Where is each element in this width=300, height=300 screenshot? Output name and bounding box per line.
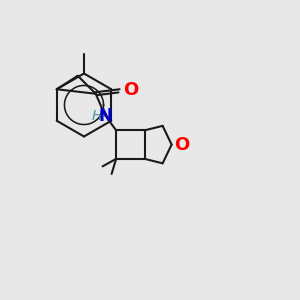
Text: O: O [175, 136, 190, 154]
Text: H: H [91, 109, 101, 123]
Text: N: N [98, 107, 112, 125]
Text: O: O [123, 81, 138, 99]
